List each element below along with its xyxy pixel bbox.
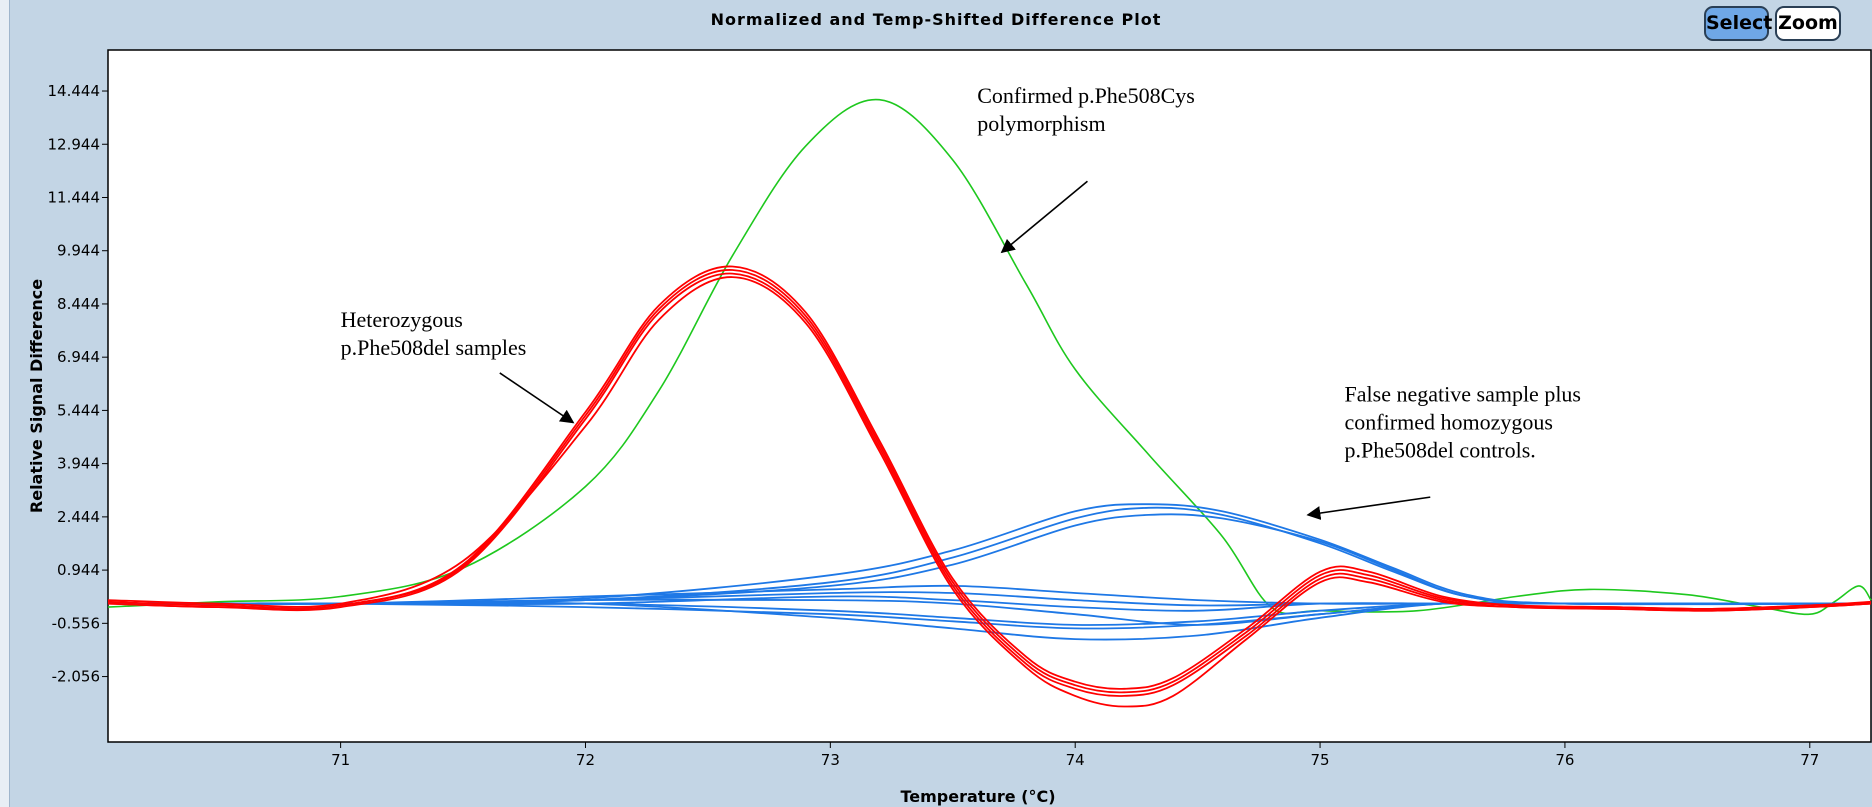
x-tick-label: 75 (1311, 751, 1330, 769)
x-tick-label: 77 (1800, 751, 1819, 769)
annotation-1: Confirmed p.Phe508Cys polymorphism (977, 83, 1195, 136)
zoom-button[interactable]: Zoom (1775, 6, 1841, 41)
y-tick-label: 14.444 (48, 82, 101, 100)
plot-area[interactable] (107, 49, 1872, 743)
x-tick-label: 72 (576, 751, 595, 769)
plot-title: Normalized and Temp-Shifted Difference P… (710, 10, 1162, 29)
y-tick-label: 6.944 (57, 348, 100, 366)
x-axis-title: Temperature (°C) (900, 787, 1055, 806)
y-tick-label: 2.444 (57, 508, 100, 526)
x-tick-label: 73 (821, 751, 840, 769)
x-tick-label: 76 (1555, 751, 1574, 769)
y-tick-label: 12.944 (48, 135, 101, 153)
annotation-2: Heterozygous p.Phe508del samples (341, 307, 527, 360)
select-button[interactable]: Select (1704, 6, 1772, 41)
y-tick-label: 5.444 (57, 401, 100, 419)
annotation-arrow-3 (1306, 496, 1431, 521)
y-tick-label: 11.444 (48, 188, 101, 206)
y-tick-label: -2.056 (52, 668, 100, 686)
y-tick-label: 0.944 (57, 561, 100, 579)
x-tick-label: 74 (1066, 751, 1085, 769)
y-tick-label: 3.944 (57, 455, 100, 473)
y-tick-label: 9.944 (57, 242, 100, 260)
x-tick-label: 71 (331, 751, 350, 769)
series-line-1 (107, 98, 1872, 616)
annotation-arrow-2 (499, 372, 575, 424)
annotation-3: False negative sample plus confirmed homo… (1345, 381, 1581, 462)
series-line-5 (107, 269, 1872, 694)
annotation-arrow-1 (1000, 180, 1088, 254)
y-tick-label: -0.556 (52, 614, 100, 632)
left-panel-edge (0, 0, 10, 807)
series-line-4 (107, 276, 1872, 708)
y-tick-label: 8.444 (57, 295, 100, 313)
y-axis-title: Relative Signal Difference (27, 279, 46, 513)
